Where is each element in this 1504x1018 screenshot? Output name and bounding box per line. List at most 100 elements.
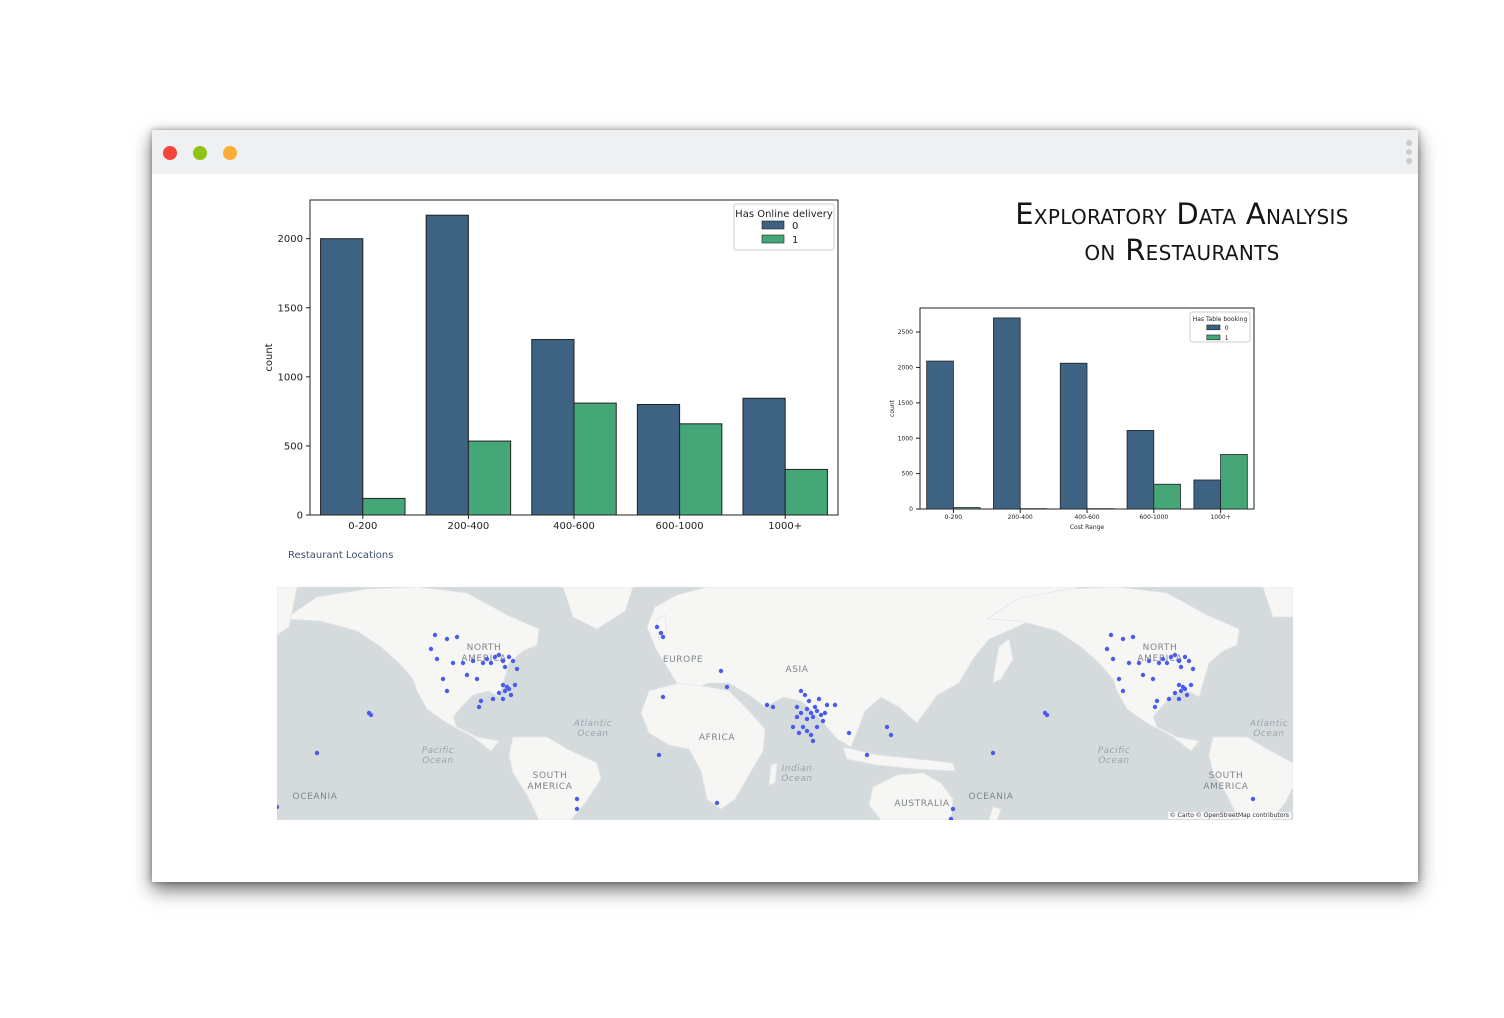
restaurant-point — [1120, 688, 1126, 694]
restaurant-point — [796, 730, 802, 736]
restaurant-point — [1116, 676, 1122, 682]
restaurant-point — [480, 660, 486, 666]
restaurant-point — [804, 728, 810, 734]
restaurant-point — [1104, 646, 1110, 652]
restaurant-point — [450, 660, 456, 666]
restaurant-point — [1172, 652, 1178, 658]
restaurant-point — [816, 696, 822, 702]
legend-title: Has Online delivery — [735, 209, 833, 220]
restaurant-point — [820, 718, 826, 724]
map-label-atlantic: Atlantic — [1249, 719, 1288, 729]
restaurant-point — [1166, 696, 1172, 702]
page-title-line-2: on Restaurants — [1084, 233, 1280, 267]
more-options-icon[interactable] — [1406, 140, 1414, 167]
restaurant-point — [814, 724, 820, 730]
legend-swatch-1 — [761, 234, 785, 244]
restaurant-point — [440, 676, 446, 682]
close-button[interactable] — [163, 146, 177, 160]
bar-1000+-series-0 — [1193, 479, 1222, 510]
map-label-south-america: SOUTH — [1209, 771, 1244, 781]
y-tick-label: 1500 — [278, 303, 303, 314]
restaurant-points — [277, 624, 1256, 820]
bar-1000+-series-0 — [742, 397, 786, 516]
restaurant-point — [802, 692, 808, 698]
y-tick-label: 1500 — [898, 400, 913, 407]
map-region-labels: NORTHAMERICANORTHAMERICAEUROPEASIAAFRICA… — [293, 643, 1288, 809]
restaurant-point — [512, 682, 518, 688]
restaurant-point — [478, 698, 484, 704]
restaurant-point — [884, 724, 890, 730]
map-label-oceania: OCEANIA — [293, 792, 338, 802]
map-label-north-america: NORTH — [467, 643, 502, 653]
restaurant-point — [488, 660, 494, 666]
restaurant-point — [806, 698, 812, 704]
map-title: Restaurant Locations — [288, 550, 394, 561]
restaurant-point — [1186, 658, 1192, 664]
land-south-america-2 — [1208, 736, 1293, 820]
x-tick-label: 1000+ — [1210, 514, 1230, 521]
map-label-north-america-2: AMERICA — [1137, 654, 1182, 664]
restaurant-point — [818, 712, 824, 718]
x-tick-label: 600-1000 — [1139, 514, 1168, 521]
legend-label-1: 1 — [792, 235, 798, 246]
restaurant-point — [1168, 654, 1174, 660]
map-label-asia: ASIA — [785, 665, 808, 675]
restaurant-point — [474, 676, 480, 682]
restaurant-point — [950, 806, 956, 812]
land-indonesia — [842, 746, 956, 772]
map-label-south-america: SOUTH — [533, 771, 568, 781]
land-europe-edge — [277, 587, 298, 636]
restaurant-point — [368, 712, 374, 718]
y-tick-label: 2000 — [278, 234, 303, 245]
restaurant-point — [948, 816, 954, 820]
restaurant-point — [824, 702, 830, 708]
page-title-line-1: Exploratory Data Analysis — [1015, 197, 1349, 231]
restaurant-point — [444, 636, 450, 642]
restaurant-point — [490, 696, 496, 702]
restaurant-point — [804, 716, 810, 722]
bar-400-600-series-0 — [1059, 362, 1088, 510]
restaurant-point — [660, 634, 666, 640]
legend-swatch-1 — [1206, 334, 1221, 341]
restaurant-point — [656, 752, 662, 758]
restaurant-point — [314, 750, 320, 756]
browser-window: Exploratory Data Analysis on Restaurants… — [152, 130, 1418, 882]
page-title: Exploratory Data Analysis on Restaurants — [972, 196, 1392, 268]
minimize-button[interactable] — [193, 146, 207, 160]
restaurant-point — [804, 706, 810, 712]
restaurant-point — [1150, 676, 1156, 682]
maximize-button[interactable] — [223, 146, 237, 160]
land-australia — [868, 772, 954, 820]
restaurant-point — [500, 682, 506, 688]
restaurant-point — [500, 658, 506, 664]
restaurant-point — [764, 702, 770, 708]
restaurant-point — [654, 624, 660, 630]
restaurant-point — [1182, 654, 1188, 660]
map-label-north-america: NORTH — [1143, 643, 1178, 653]
bar-200-400-series-0 — [993, 317, 1021, 510]
restaurant-point — [1146, 658, 1152, 664]
bar-400-600-series-0 — [531, 339, 575, 516]
restaurant-point — [510, 658, 516, 664]
restaurant-point — [502, 688, 508, 694]
restaurant-point — [1164, 660, 1170, 666]
restaurant-locations-map[interactable]: NORTH AMERICA NORTH AMERICA EUROPE ASIA AFRICA… — [277, 587, 1293, 820]
restaurant-point — [718, 668, 724, 674]
restaurant-point — [724, 684, 730, 690]
map-attribution[interactable]: © Carto © OpenStreetMap contributors — [1167, 812, 1291, 819]
bar-600-1000-series-1 — [1153, 483, 1181, 510]
restaurant-point — [846, 730, 852, 736]
bar-600-1000-series-1 — [679, 423, 723, 516]
restaurant-point — [506, 654, 512, 660]
y-tick-label: 500 — [902, 471, 914, 478]
restaurant-point — [492, 654, 498, 660]
bar-1000+-series-1 — [1220, 454, 1248, 510]
restaurant-point — [798, 710, 804, 716]
legend-title: Has Table booking — [1193, 316, 1248, 323]
y-tick-label: 0 — [297, 511, 303, 522]
world-map[interactable]: NORTHAMERICANORTHAMERICAEUROPEASIAAFRICA… — [277, 587, 1293, 820]
restaurant-point — [1176, 682, 1182, 688]
land-new-zealand — [988, 806, 1002, 820]
x-axis-label: Cost Range — [1070, 524, 1105, 531]
restaurant-point — [814, 708, 820, 714]
